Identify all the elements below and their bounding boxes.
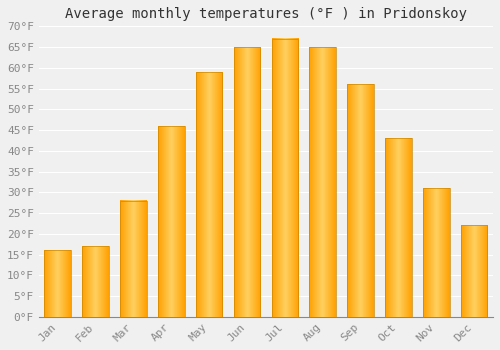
Bar [82,246,109,317]
Bar [423,188,450,317]
Bar [461,225,487,317]
Bar [196,72,222,317]
Bar [310,47,336,317]
Bar [120,201,146,317]
Bar [272,39,298,317]
Title: Average monthly temperatures (°F ) in Pridonskoy: Average monthly temperatures (°F ) in Pr… [65,7,467,21]
Bar [348,84,374,317]
Bar [234,47,260,317]
Bar [385,138,411,317]
Bar [44,250,71,317]
Bar [158,126,184,317]
